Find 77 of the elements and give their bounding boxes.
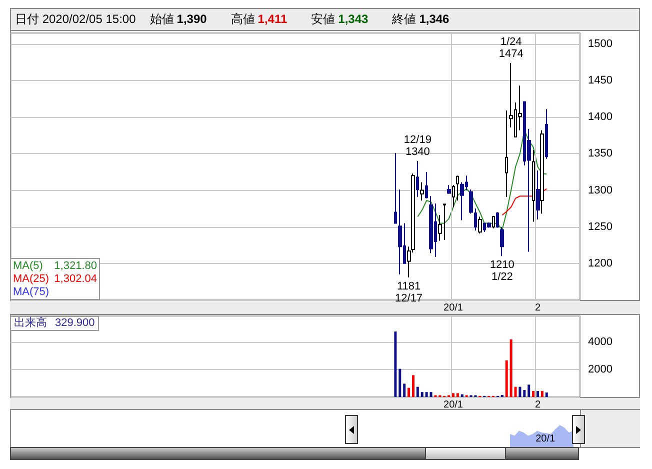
candlestick	[394, 152, 397, 224]
bar	[394, 332, 397, 397]
bar	[510, 339, 512, 397]
y-tick-label: 1450	[588, 74, 612, 87]
legend-label: MA(75)	[13, 286, 50, 299]
candlestick	[416, 160, 419, 198]
annotation: 12/19 1340	[404, 134, 432, 158]
bar	[452, 393, 455, 397]
bar	[430, 392, 432, 397]
y-tick-label: 1400	[588, 111, 612, 124]
x-tick-label: 2	[534, 302, 541, 314]
bar	[412, 375, 414, 397]
candlestick	[500, 226, 504, 257]
bar	[460, 394, 464, 397]
candlestick	[545, 108, 548, 160]
candlestick	[492, 215, 495, 229]
bar	[416, 386, 419, 397]
bar	[514, 386, 517, 397]
candlestick	[456, 175, 459, 202]
text: MA(5)	[13, 260, 43, 273]
bar	[532, 390, 535, 397]
candlestick	[443, 204, 446, 241]
candlestick	[532, 150, 535, 222]
candlestick	[420, 182, 424, 202]
candlestick	[438, 214, 442, 242]
y-tick-label: 1350	[588, 148, 612, 160]
x-tick-label: 2	[534, 400, 541, 410]
text: 高値	[230, 12, 255, 26]
text: 1,411	[258, 12, 288, 26]
candlestick	[540, 130, 544, 214]
bar	[425, 392, 428, 397]
annotation: 1181 12/17	[395, 280, 423, 304]
candlestick	[469, 189, 473, 214]
text: 始値	[150, 12, 174, 26]
candlestick	[487, 222, 491, 228]
candlestick	[429, 196, 433, 254]
candlestick	[425, 171, 428, 199]
y-tick-label: 1500	[588, 38, 612, 50]
y-tick-label: 4000	[588, 336, 612, 348]
text: 終値	[392, 12, 416, 26]
candlestick	[496, 212, 499, 228]
bar	[545, 392, 548, 397]
annotation: 20/1	[536, 434, 556, 444]
candlestick	[398, 189, 402, 275]
annotation: 1/24 1474	[498, 36, 524, 60]
bar	[536, 390, 540, 397]
bar	[528, 384, 530, 397]
candlestick	[447, 184, 451, 194]
bar	[540, 390, 544, 397]
bar	[398, 368, 402, 397]
bar	[420, 392, 424, 397]
annotation: 1,302.04	[54, 273, 97, 286]
bar	[523, 390, 526, 397]
y-tick-label: 1300	[588, 184, 612, 196]
bar	[518, 386, 522, 397]
text: 安値	[311, 12, 336, 26]
candlestick	[536, 170, 540, 220]
y-tick-label: 2000	[588, 364, 612, 376]
bar	[408, 388, 410, 397]
annotation: 1210 1/22	[490, 259, 514, 284]
bar	[505, 360, 508, 397]
annotation: 329.900	[55, 317, 95, 329]
candlestick	[505, 110, 508, 198]
candlestick	[478, 216, 482, 234]
text: MA(25)	[13, 273, 50, 286]
candlestick	[452, 184, 455, 208]
text: 1,346	[419, 12, 450, 26]
bar	[403, 384, 406, 397]
chart-title: 出来高	[14, 317, 47, 329]
text: 1,390	[176, 12, 207, 26]
y-tick-label: 1200	[588, 257, 612, 270]
y-tick-label: 1250	[588, 220, 612, 233]
bar	[456, 393, 459, 397]
chart-title: 日付 2020/02/05 15:00	[15, 12, 136, 26]
text: 1,343	[338, 12, 368, 26]
annotation: 1,321.80	[54, 260, 97, 273]
candlestick	[474, 208, 477, 232]
